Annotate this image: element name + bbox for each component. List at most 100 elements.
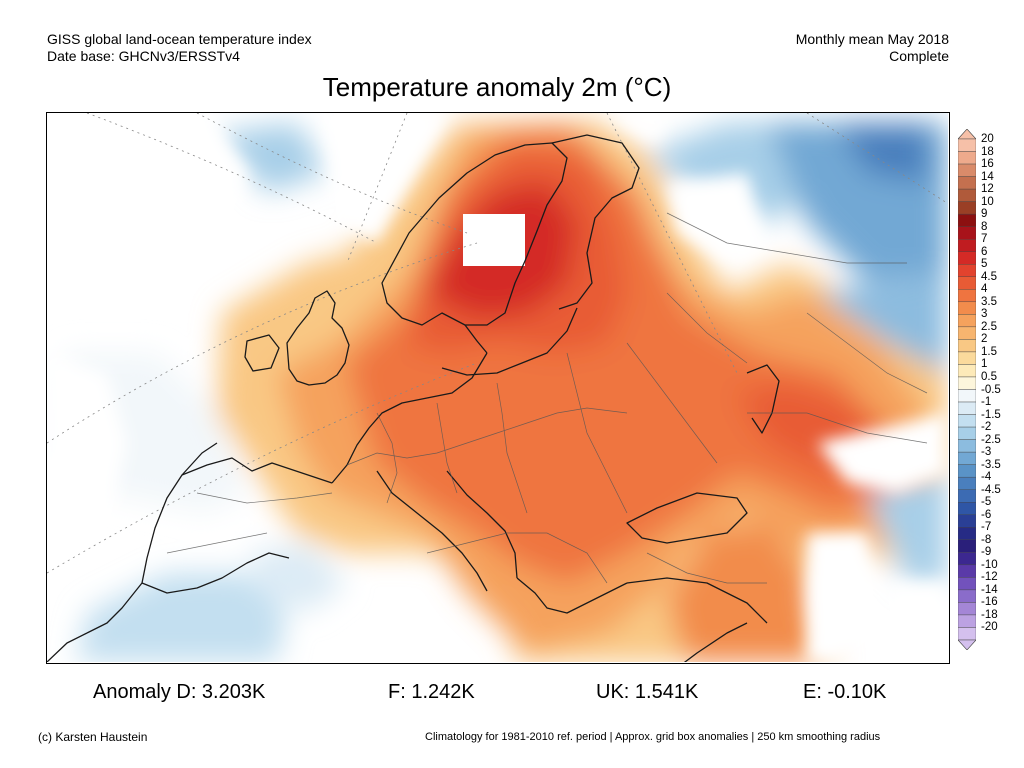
methodology-note: Climatology for 1981-2010 ref. period | … xyxy=(425,731,881,743)
colorbar-cell xyxy=(958,176,976,190)
colorbar-cell xyxy=(958,351,976,365)
colorbar-label: -10 xyxy=(981,558,998,571)
colorbar-cell xyxy=(958,276,976,290)
colorbar-cell xyxy=(958,251,976,265)
colorbar-label: 1.5 xyxy=(981,345,997,358)
colorbar-label: -8 xyxy=(981,533,992,546)
colorbar-label: 4.5 xyxy=(981,270,997,283)
colorbar-cell xyxy=(958,188,976,202)
colorbar-label: 1 xyxy=(981,358,988,371)
stat-germany: Anomaly D: 3.203K xyxy=(93,681,266,703)
colorbar-cell xyxy=(958,514,976,528)
colorbar-cap-top xyxy=(958,129,976,140)
colorbar-label: 18 xyxy=(981,145,994,158)
colorbar-cell xyxy=(958,627,976,641)
colorbar-cell xyxy=(958,226,976,240)
index-name: GISS global land-ocean temperature index xyxy=(47,31,312,47)
colorbar-cell xyxy=(958,577,976,591)
colorbar-cell xyxy=(958,213,976,227)
colorbar-label: -5 xyxy=(981,496,992,509)
colorbar-label: 2.5 xyxy=(981,320,997,333)
colorbar-label: 8 xyxy=(981,220,988,233)
colorbar-label: -0.5 xyxy=(981,383,1001,396)
colorbar-cell xyxy=(958,439,976,453)
colorbar xyxy=(958,129,976,650)
colorbar-label: 4 xyxy=(981,283,988,296)
graticule xyxy=(47,113,948,574)
colorbar-label: -2.5 xyxy=(981,433,1001,446)
colorbar-cell xyxy=(958,339,976,353)
colorbar-label: 2 xyxy=(981,333,988,346)
colorbar-label: -4.5 xyxy=(981,483,1001,496)
colorbar-cell xyxy=(958,451,976,465)
colorbar-cell xyxy=(958,401,976,415)
colorbar-cell xyxy=(958,163,976,177)
header-right: Monthly mean May 2018 Complete xyxy=(796,31,949,65)
map-title: Temperature anomaly 2m (°C) xyxy=(322,72,672,102)
colorbar-cell xyxy=(958,539,976,553)
borders xyxy=(166,212,928,584)
colorbar-label: 7 xyxy=(981,233,988,246)
colorbar-cell xyxy=(958,527,976,540)
colorbar-label: -1.5 xyxy=(981,408,1001,421)
colorbar-label: -6 xyxy=(981,508,992,521)
colorbar-cell xyxy=(958,464,976,478)
colorbar-cell xyxy=(958,426,976,440)
colorbar-cap-bottom xyxy=(958,639,976,650)
colorbar-label: -12 xyxy=(981,571,998,584)
missing-data-box xyxy=(463,214,525,266)
colorbar-label: -2 xyxy=(981,421,992,434)
colorbar-cell xyxy=(958,389,976,403)
colorbar-label: -1 xyxy=(981,396,992,409)
colorbar-label: 12 xyxy=(981,183,994,196)
colorbar-cell xyxy=(958,564,976,578)
colorbar-label: -20 xyxy=(981,621,998,634)
colorbar-label: 5 xyxy=(981,258,988,271)
colorbar-label: 3.5 xyxy=(981,295,997,308)
colorbar-cell xyxy=(958,589,976,603)
coastlines xyxy=(47,134,780,662)
colorbar-label: -3 xyxy=(981,446,992,459)
colorbar-cell xyxy=(958,414,976,428)
colorbar-cell xyxy=(958,489,976,503)
colorbar-cell xyxy=(958,502,976,515)
colorbar-cell xyxy=(958,376,976,390)
colorbar-cell xyxy=(958,552,976,566)
colorbar-cell xyxy=(958,364,976,378)
colorbar-label: 10 xyxy=(981,195,994,208)
colorbar-cell xyxy=(958,264,976,277)
map-canvas xyxy=(47,113,948,662)
colorbar-cell xyxy=(958,476,976,490)
colorbar-label: 20 xyxy=(981,133,994,145)
period-label: Monthly mean May 2018 xyxy=(795,31,949,47)
colorbar-cell xyxy=(958,151,976,165)
copyright: (c) Karsten Haustein xyxy=(38,730,148,744)
colorbar-label: 16 xyxy=(981,158,994,171)
colorbar-label: 0.5 xyxy=(981,370,997,383)
stat-uk: UK: 1.541K xyxy=(596,681,699,703)
colorbar-label: -18 xyxy=(981,608,998,621)
colorbar-label: -3.5 xyxy=(981,458,1001,471)
colorbar-cell xyxy=(958,289,976,303)
colorbar-cell xyxy=(958,602,976,616)
colorbar-label: -14 xyxy=(981,583,998,596)
status-label: Complete xyxy=(889,48,949,64)
colorbar-label: -16 xyxy=(981,596,998,609)
colorbar-label: -7 xyxy=(981,521,992,534)
no-data-areas xyxy=(47,113,947,662)
colorbar-cell xyxy=(958,326,976,340)
colorbar-cell xyxy=(958,201,976,215)
colorbar-label: -9 xyxy=(981,546,992,559)
stat-france: F: 1.242K xyxy=(388,681,475,703)
colorbar-cell xyxy=(958,238,976,252)
colorbar-label: 9 xyxy=(981,208,988,221)
colorbar-cell xyxy=(958,314,976,328)
anomaly-map xyxy=(46,112,950,664)
colorbar-label: 6 xyxy=(981,245,988,258)
colorbar-label: 3 xyxy=(981,308,988,321)
colorbar-cell xyxy=(958,301,976,315)
colorbar-label: -4 xyxy=(981,471,992,484)
stat-europe: E: -0.10K xyxy=(803,681,887,703)
header-left: GISS global land-ocean temperature index… xyxy=(47,31,312,65)
colorbar-cell xyxy=(958,138,976,152)
